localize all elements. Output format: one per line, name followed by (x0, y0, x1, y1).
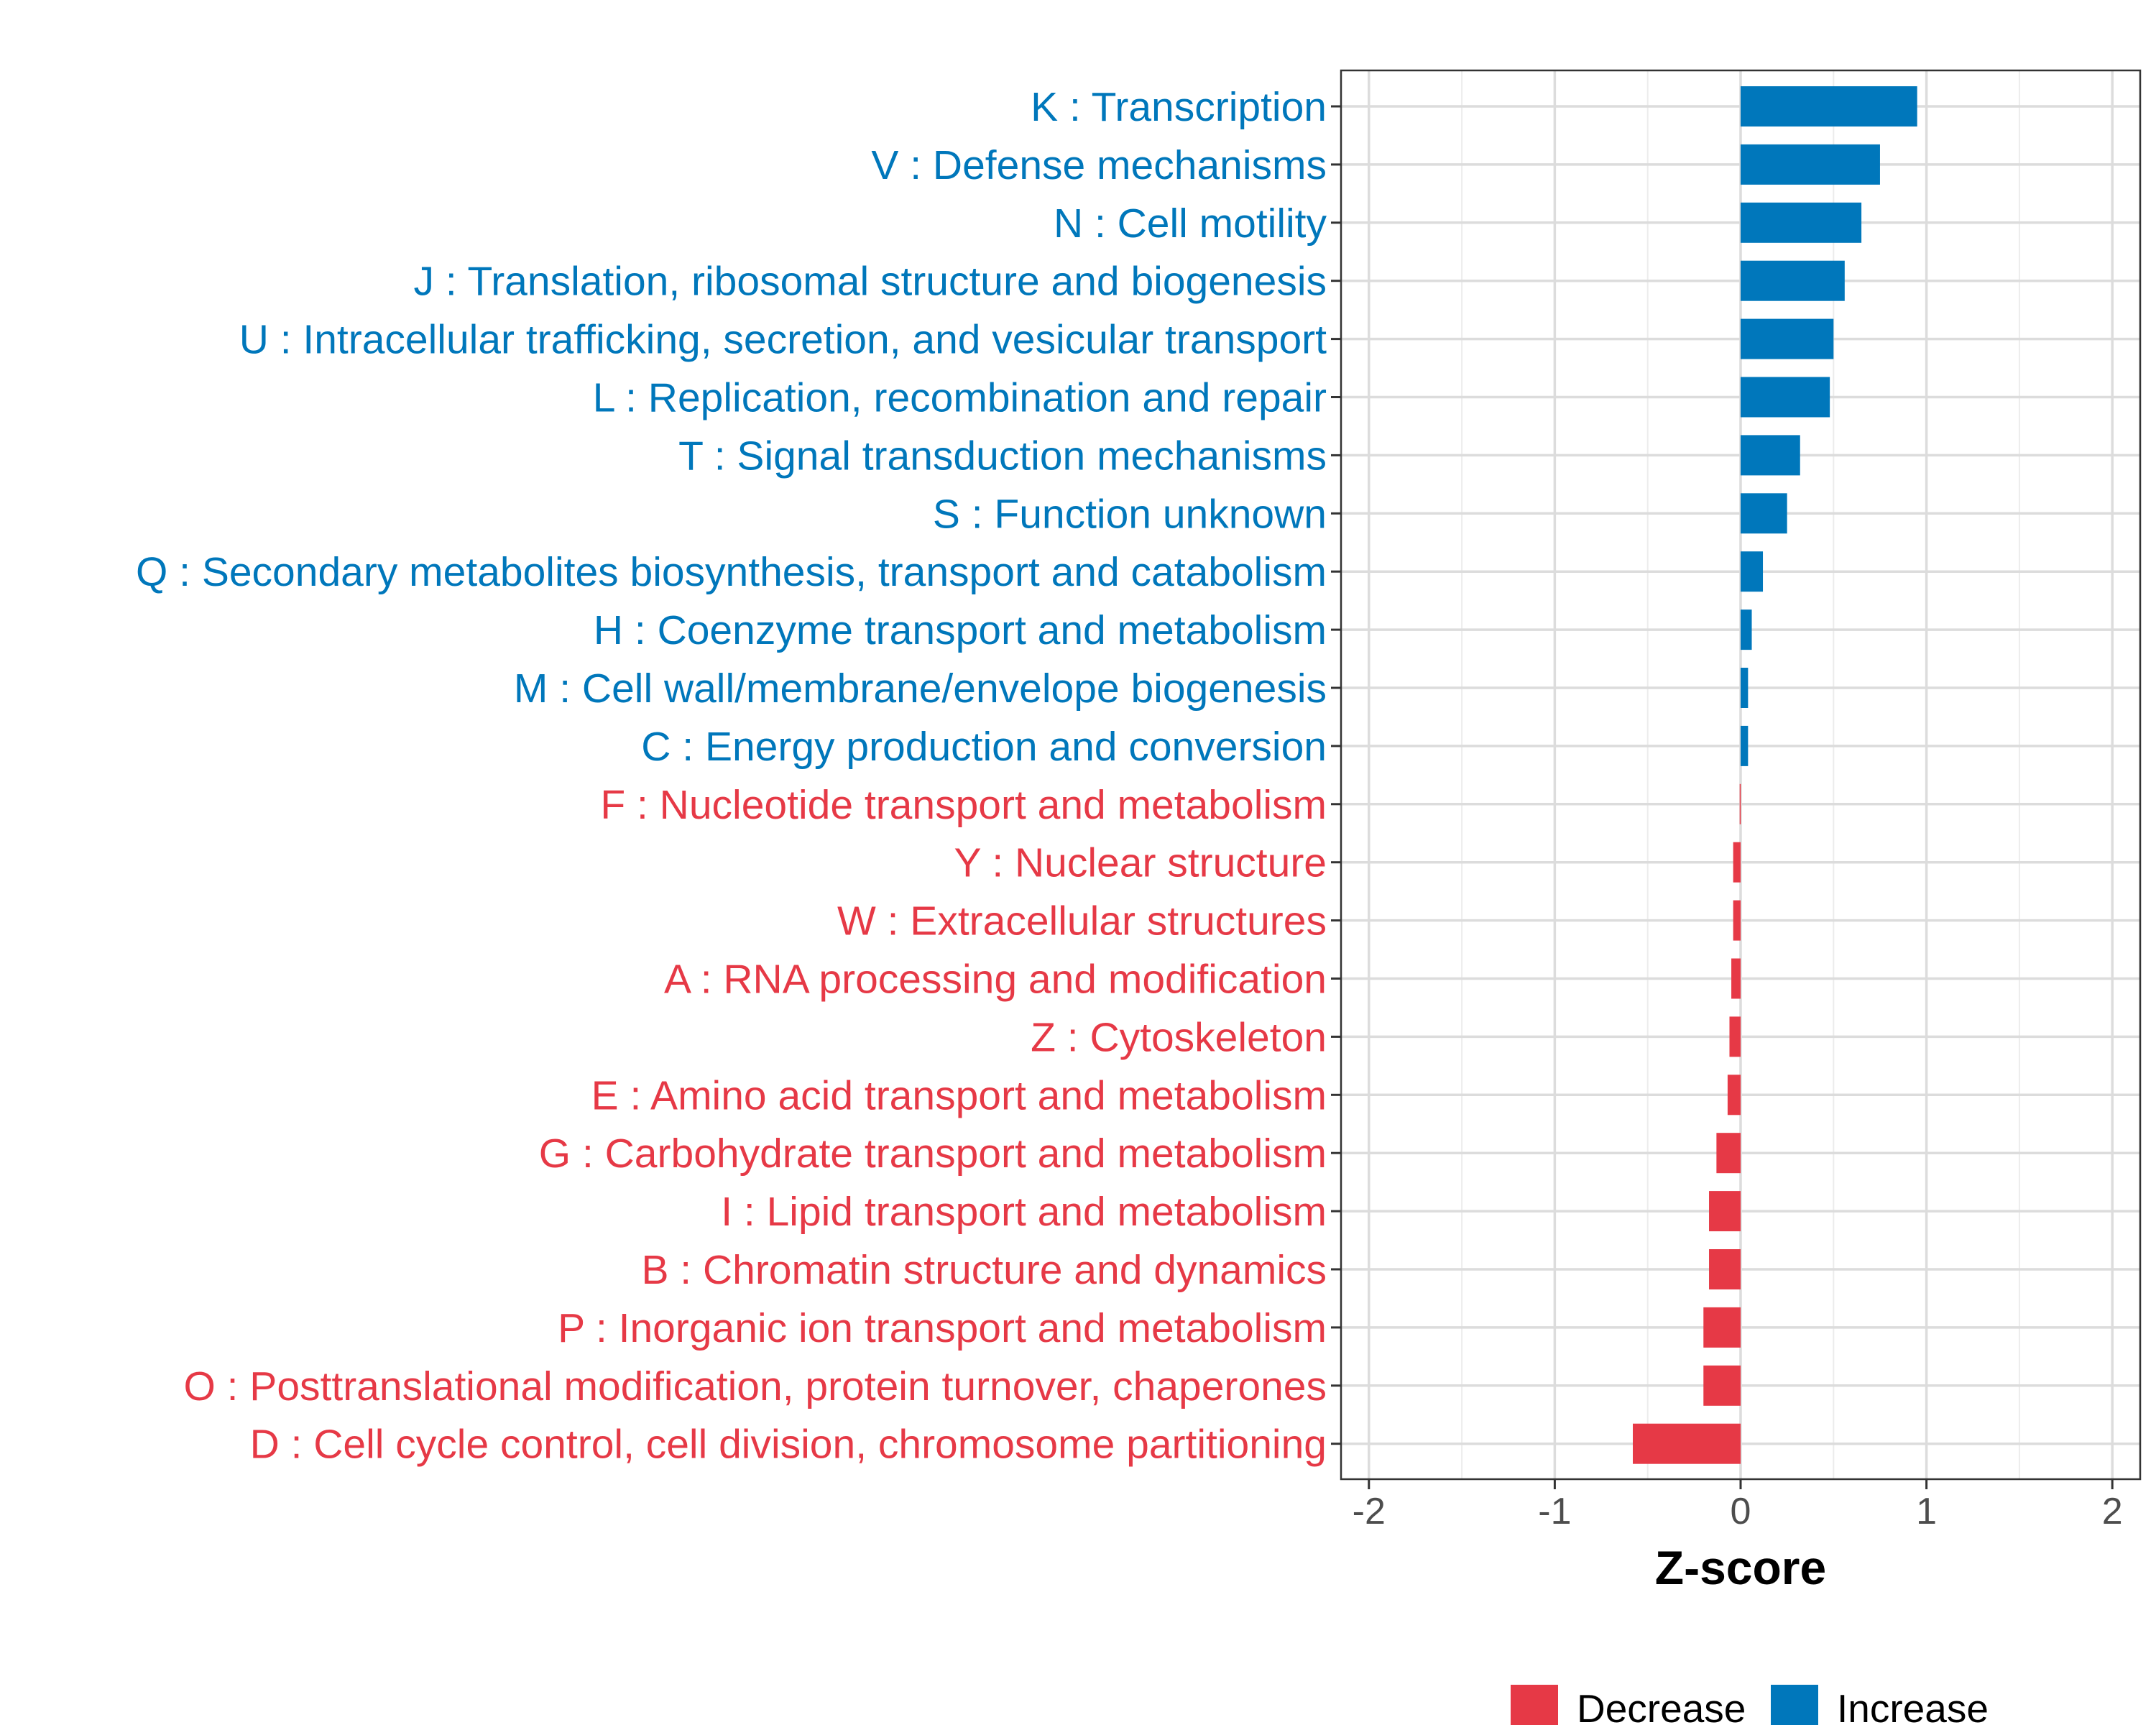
y-tick-label: Y : Nuclear structure (954, 840, 1327, 886)
y-tick-label: L : Replication, recombination and repai… (593, 375, 1327, 421)
y-tick-label: S : Function unknown (933, 491, 1327, 537)
y-tick-label: O : Posttranslational modification, prot… (183, 1363, 1327, 1409)
bar-increase (1741, 318, 1834, 359)
y-axis-ticks (1331, 105, 1341, 1445)
x-tick-label: 0 (1731, 1491, 1751, 1532)
y-tick-label: E : Amino acid transport and metabolism (591, 1072, 1327, 1118)
y-tick-label: A : RNA processing and modification (664, 957, 1327, 1003)
bar-decrease (1633, 1423, 1741, 1464)
y-tick-label: V : Defense mechanisms (871, 142, 1327, 188)
bar-decrease (1729, 1016, 1741, 1057)
bar-increase (1741, 202, 1862, 243)
bar-decrease (1709, 1191, 1741, 1232)
bar-decrease (1709, 1249, 1741, 1289)
y-tick-label: W : Extracellular structures (837, 898, 1327, 944)
bar-decrease (1733, 900, 1741, 941)
bar-increase (1741, 435, 1800, 476)
bar-decrease (1727, 1075, 1741, 1116)
x-axis-title: Z-score (1655, 1541, 1826, 1594)
y-tick-label: T : Signal transduction mechanisms (678, 433, 1327, 479)
x-tick-label: 2 (2102, 1491, 2123, 1532)
bar-increase (1741, 668, 1749, 708)
bar-increase (1741, 377, 1830, 418)
y-tick-label: I : Lipid transport and metabolism (721, 1189, 1327, 1235)
bar-increase (1741, 493, 1787, 534)
x-axis-ticks: -2 -1 0 1 2 (1353, 1479, 2123, 1532)
bar-increase (1741, 86, 1917, 126)
y-axis-labels: K : Transcription V : Defense mechanisms N… (136, 84, 1327, 1468)
legend: Decrease Increase (1511, 1685, 1989, 1725)
bar-decrease (1739, 783, 1741, 824)
y-tick-label: C : Energy production and conversion (641, 724, 1327, 770)
bar-increase (1741, 610, 1752, 650)
y-tick-label: K : Transcription (1031, 84, 1327, 130)
bar-decrease (1733, 842, 1741, 883)
y-tick-label: U : Intracellular trafficking, secretion… (239, 317, 1327, 363)
bar-increase (1741, 551, 1764, 592)
legend-key-decrease (1511, 1685, 1558, 1725)
bar-increase (1741, 144, 1880, 185)
y-tick-label: J : Translation, ribosomal structure and… (414, 259, 1327, 305)
y-tick-label: B : Chromatin structure and dynamics (641, 1247, 1327, 1293)
y-tick-label: P : Inorganic ion transport and metaboli… (558, 1305, 1327, 1351)
bar-decrease (1703, 1307, 1741, 1348)
bar-decrease (1716, 1133, 1741, 1174)
bar-decrease (1731, 958, 1741, 999)
x-tick-label: -2 (1353, 1491, 1386, 1532)
y-tick-label: F : Nucleotide transport and metabolism (600, 782, 1327, 828)
legend-label-increase: Increase (1837, 1686, 1989, 1725)
y-tick-label: H : Coenzyme transport and metabolism (594, 607, 1327, 653)
y-tick-label: M : Cell wall/membrane/envelope biogenes… (514, 666, 1327, 712)
x-tick-label: 1 (1916, 1491, 1937, 1532)
bars (1633, 86, 1917, 1464)
bar-increase (1741, 725, 1749, 766)
y-tick-label: G : Carbohydrate transport and metabolis… (539, 1131, 1327, 1177)
x-tick-label: -1 (1538, 1491, 1571, 1532)
bar-increase (1741, 260, 1845, 301)
y-tick-label: D : Cell cycle control, cell division, c… (250, 1422, 1327, 1468)
legend-key-increase (1771, 1685, 1818, 1725)
legend-label-decrease: Decrease (1577, 1686, 1746, 1725)
y-tick-label: Z : Cytoskeleton (1031, 1014, 1327, 1060)
y-tick-label: N : Cell motility (1054, 201, 1327, 247)
y-tick-label: Q : Secondary metabolites biosynthesis, … (136, 549, 1327, 595)
bar-decrease (1703, 1365, 1741, 1406)
